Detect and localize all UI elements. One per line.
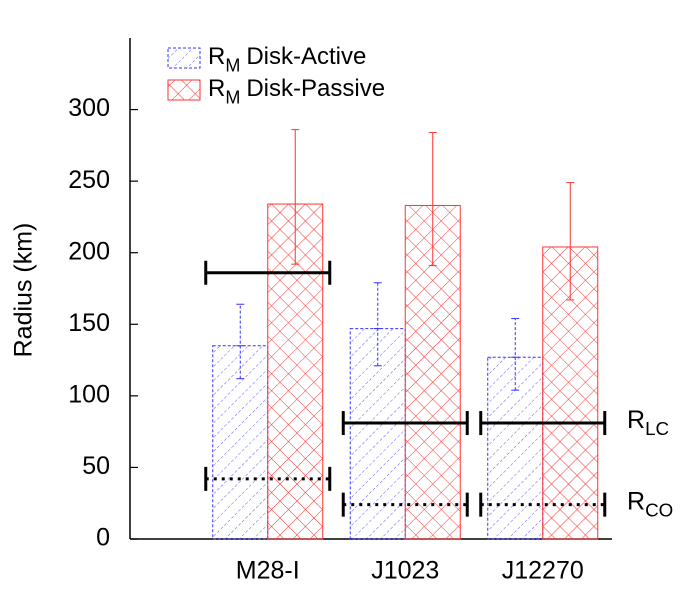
y-tick-label: 100 <box>68 380 110 408</box>
legend-label-main: R <box>208 43 225 70</box>
bar <box>212 345 269 540</box>
reference-label: RLC <box>627 406 669 439</box>
y-axis-label: Radius (km) <box>10 223 38 358</box>
legend-swatch <box>167 79 201 101</box>
reference-label: RCO <box>627 487 673 520</box>
reference-label-main: R <box>627 406 645 434</box>
legend-label-sub: M <box>225 55 240 75</box>
x-tick-label: J1023 <box>371 557 439 585</box>
y-tick-label: 300 <box>68 94 110 122</box>
y-tick-label: 150 <box>68 309 110 337</box>
legend-label: RM Disk-Active <box>208 43 366 75</box>
y-tick-label: 250 <box>68 166 110 194</box>
legend-label-main: R <box>208 75 225 102</box>
legend-label: RM Disk-Passive <box>208 75 385 107</box>
legend-label-sub: M <box>225 87 240 107</box>
legend-name: Disk-Active <box>246 43 366 70</box>
y-tick-label: 200 <box>68 237 110 265</box>
legend-swatch <box>167 47 201 69</box>
x-tick-label: M28-I <box>236 557 300 585</box>
reference-label-sub: CO <box>645 499 673 520</box>
x-tick-label: J12270 <box>502 557 584 585</box>
y-tick-label: 50 <box>82 452 110 480</box>
y-tick-label: 0 <box>96 524 110 552</box>
reference-label-main: R <box>627 487 645 515</box>
reference-label-sub: LC <box>645 418 669 439</box>
legend-name: Disk-Passive <box>246 75 385 102</box>
